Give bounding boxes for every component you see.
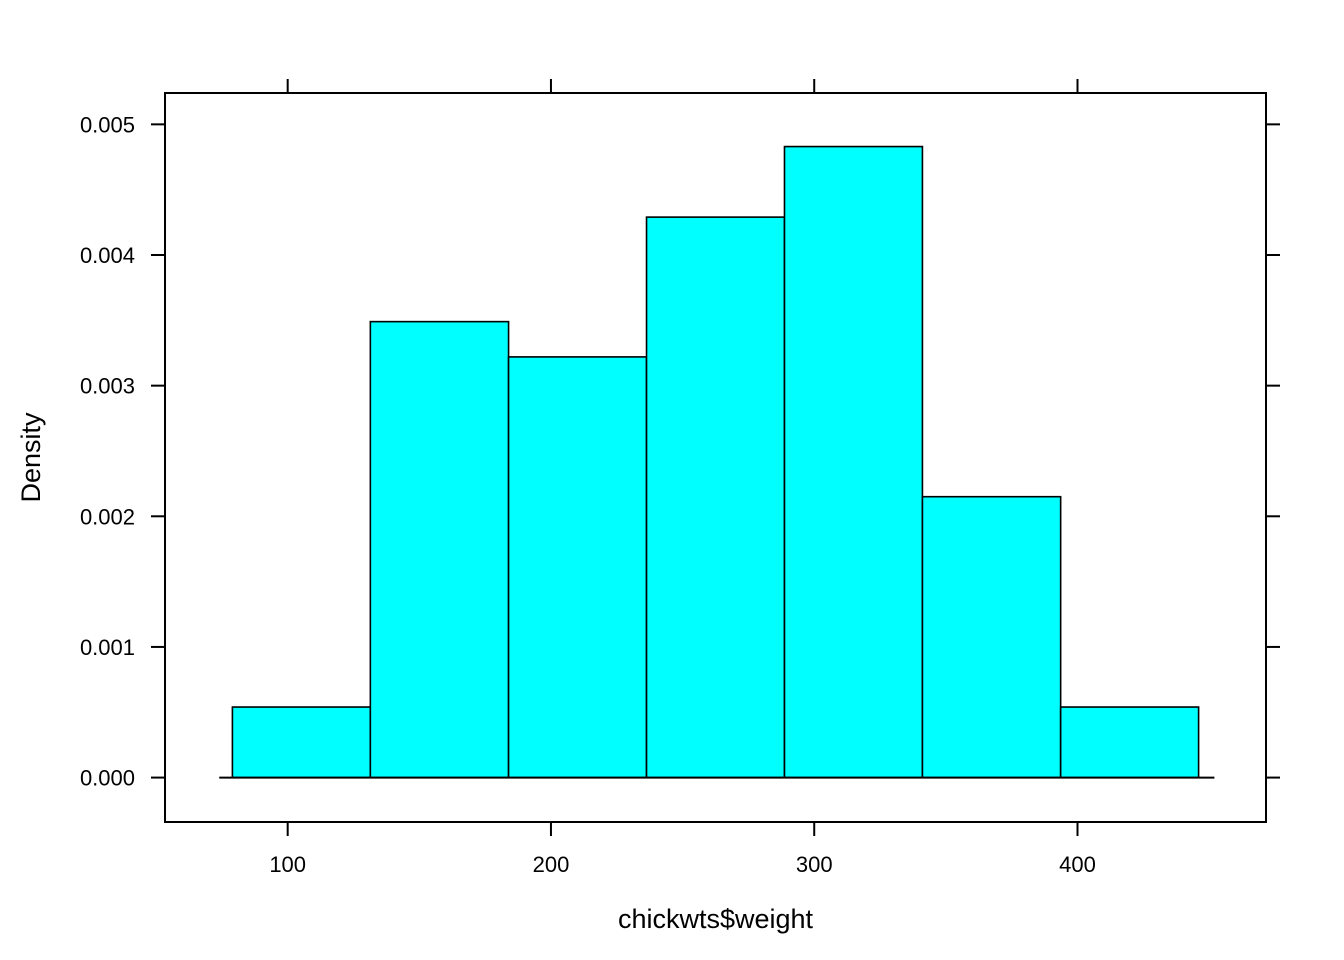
histogram-bar-6	[921, 495, 1062, 779]
histogram-bar-4	[645, 216, 786, 779]
y-axis-title: Density	[16, 412, 46, 503]
x-axis-title: chickwts$weight	[618, 904, 814, 934]
y-tick-label: 0.003	[80, 374, 135, 399]
histogram-bar-2	[369, 320, 510, 779]
y-tick-label: 0.002	[80, 504, 135, 529]
histogram-bar-3	[507, 356, 648, 779]
x-axis: 100 200 300 400	[269, 79, 1096, 877]
y-tick-label: 0.000	[80, 766, 135, 791]
bars-group	[231, 145, 1200, 779]
y-tick-label: 0.004	[80, 243, 135, 268]
y-axis: 0.000 0.001 0.002 0.003 0.004 0.005	[80, 112, 1280, 791]
x-tick-label: 400	[1059, 852, 1096, 877]
x-tick-label: 200	[533, 852, 570, 877]
x-tick-label: 100	[269, 852, 306, 877]
y-tick-label: 0.001	[80, 635, 135, 660]
plot-panel-border	[164, 92, 1267, 823]
histogram-bar-1	[231, 706, 372, 779]
histogram-bar-7	[1059, 706, 1200, 779]
histogram-bar-5	[783, 145, 924, 779]
y-tick-label: 0.005	[80, 112, 135, 137]
x-tick-label: 300	[796, 852, 833, 877]
